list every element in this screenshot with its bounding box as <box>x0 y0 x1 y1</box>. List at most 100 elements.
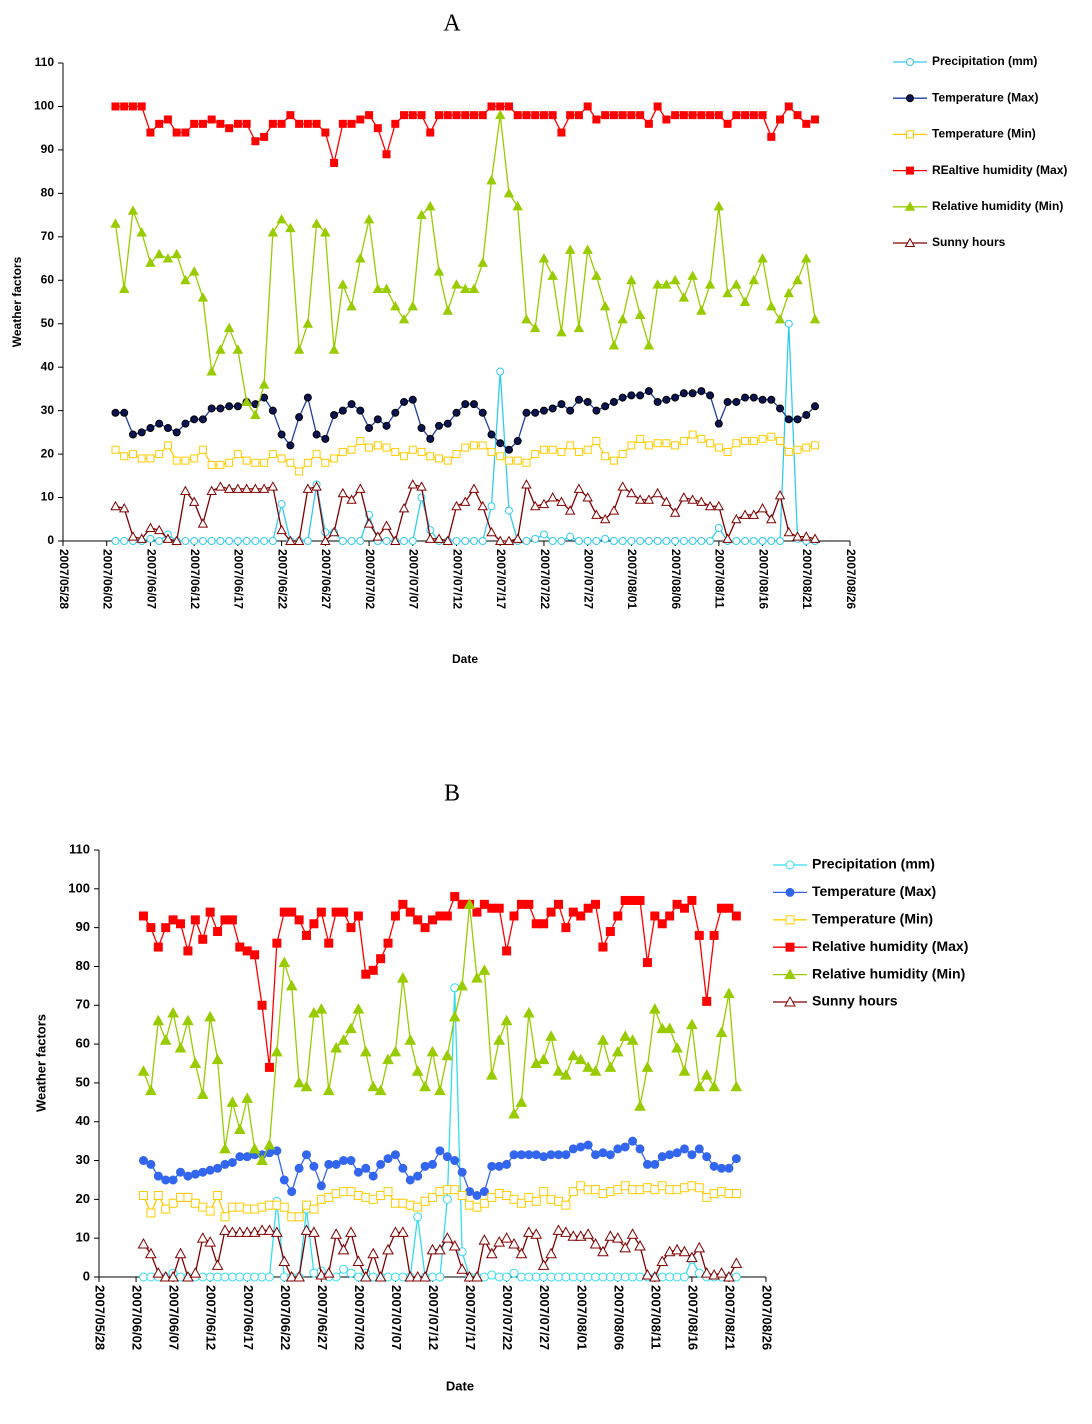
marker <box>704 500 716 511</box>
marker <box>662 537 671 545</box>
marker <box>381 520 392 530</box>
marker <box>479 899 489 909</box>
marker <box>428 915 437 925</box>
marker <box>757 253 768 263</box>
marker <box>271 1226 283 1237</box>
marker <box>697 537 706 545</box>
marker <box>374 1270 387 1282</box>
marker <box>609 397 618 406</box>
marker <box>146 424 155 433</box>
chart-title: B <box>444 781 460 807</box>
marker <box>372 531 384 541</box>
marker <box>167 1007 179 1018</box>
marker <box>582 1061 594 1072</box>
marker <box>731 911 741 921</box>
marker <box>198 445 207 454</box>
marker <box>272 1200 282 1210</box>
marker <box>155 537 164 545</box>
x-tick-label: 2007/07/02 <box>352 1285 367 1350</box>
marker <box>233 1226 246 1237</box>
marker <box>628 1272 638 1282</box>
marker <box>383 1154 393 1164</box>
marker <box>382 150 391 159</box>
legend-label: Precipitation (mm) <box>812 856 935 872</box>
marker <box>434 1084 446 1096</box>
marker <box>138 1190 148 1200</box>
marker <box>609 537 618 545</box>
marker <box>478 1234 491 1245</box>
marker <box>597 1034 609 1045</box>
marker <box>397 1226 409 1237</box>
marker <box>257 1202 267 1212</box>
marker <box>172 456 181 465</box>
marker <box>574 1053 587 1065</box>
marker <box>120 452 129 461</box>
marker <box>545 1247 557 1259</box>
marker <box>696 496 707 506</box>
marker <box>460 283 471 293</box>
marker <box>722 533 733 543</box>
marker <box>665 1150 675 1160</box>
marker <box>426 1243 439 1255</box>
marker <box>450 1156 460 1166</box>
marker <box>648 1003 661 1014</box>
marker <box>665 1272 675 1282</box>
marker <box>110 218 121 228</box>
legend-label: Precipitation (mm) <box>932 54 1037 68</box>
marker <box>601 452 610 461</box>
marker <box>591 1150 601 1160</box>
marker <box>627 537 636 545</box>
marker <box>591 270 602 280</box>
marker <box>494 535 506 545</box>
marker <box>741 437 750 446</box>
marker <box>324 1159 334 1169</box>
x-axis-title: Date <box>452 652 478 666</box>
marker <box>136 533 147 543</box>
marker <box>671 111 680 120</box>
marker <box>137 102 146 111</box>
marker <box>205 907 215 917</box>
marker <box>672 899 682 909</box>
marker <box>618 450 627 459</box>
marker <box>223 483 235 493</box>
marker <box>448 1010 461 1022</box>
marker <box>496 102 505 111</box>
legend-marker <box>904 201 916 211</box>
marker <box>316 1181 326 1191</box>
marker <box>389 1045 402 1057</box>
marker <box>353 1272 363 1282</box>
marker <box>152 1267 165 1278</box>
marker <box>293 1270 305 1282</box>
marker <box>477 500 488 511</box>
marker <box>267 227 279 237</box>
marker <box>576 911 586 921</box>
marker <box>749 437 758 446</box>
marker <box>308 1226 320 1237</box>
marker <box>198 934 208 944</box>
marker <box>338 119 347 128</box>
marker <box>204 1010 217 1022</box>
marker <box>251 537 260 545</box>
marker <box>381 283 392 293</box>
marker <box>213 1190 223 1200</box>
marker <box>557 400 566 409</box>
marker <box>583 397 592 406</box>
marker <box>776 404 785 413</box>
marker <box>522 1226 535 1237</box>
marker <box>227 1157 237 1167</box>
marker <box>627 111 636 120</box>
marker <box>485 1069 498 1080</box>
x-tick-label: 2007/05/28 <box>93 1285 108 1350</box>
marker <box>783 287 795 298</box>
marker <box>287 1187 297 1197</box>
marker <box>278 956 291 968</box>
marker <box>479 1198 489 1208</box>
marker <box>694 1268 704 1278</box>
marker <box>636 391 645 400</box>
marker <box>732 537 741 545</box>
marker <box>137 1237 150 1249</box>
marker <box>766 513 777 524</box>
marker <box>435 911 445 921</box>
marker <box>161 1204 171 1214</box>
marker <box>576 1142 586 1152</box>
